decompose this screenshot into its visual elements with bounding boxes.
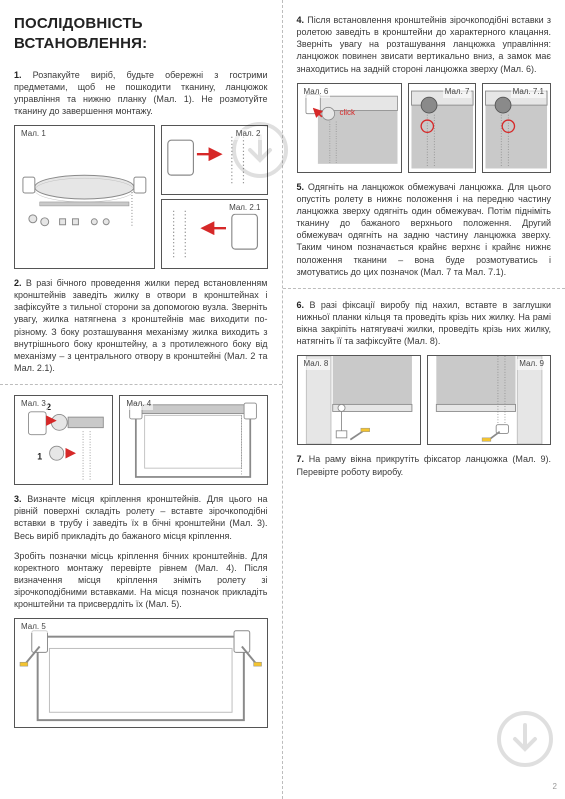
para-7: 7. На раму вікна прикрутіть фіксатор лан… (297, 453, 552, 477)
divider-2 (283, 288, 565, 289)
click-text: click (340, 108, 356, 119)
fig-4: Мал. 4 (119, 395, 267, 485)
figrow-8-9: Мал. 8 Мал. 9 (297, 355, 552, 445)
para-1: 1. Розпакуйте виріб, будьте обережні з г… (14, 69, 268, 118)
fig-21-label: Мал. 2.1 (227, 203, 262, 214)
para-2-num: 2. (14, 278, 22, 288)
fig-3: Мал. 3 2 1 (14, 395, 113, 485)
fig-1-label: Мал. 1 (19, 129, 48, 140)
para-2: 2. В разі бічного проведення жилки перед… (14, 277, 268, 374)
para-7-num: 7. (297, 454, 305, 464)
fig-6-label: Мал. 6 (302, 87, 331, 98)
fig-21: Мал. 2.1 (161, 199, 268, 269)
fig-1: Мал. 1 (14, 125, 155, 269)
fig-9: Мал. 9 (427, 355, 551, 445)
para-3b: Зробіть позначки місць кріплення бічних … (14, 550, 268, 611)
fig-2-label: Мал. 2 (234, 129, 263, 140)
para-3a-num: 3. (14, 494, 22, 504)
fig-4-label: Мал. 4 (124, 399, 153, 410)
fig-6: Мал. 6 click (297, 83, 402, 173)
divider-1 (0, 384, 282, 385)
figrow-5: Мал. 5 (14, 618, 268, 728)
figrow-6-7: Мал. 6 click Мал. 7 (297, 83, 552, 173)
page-number: 2 (553, 782, 557, 793)
fig-2: Мал. 2 (161, 125, 268, 195)
fig-9-label: Мал. 9 (517, 359, 546, 370)
para-4-num: 4. (297, 15, 305, 25)
para-4-text: Після встановлення кронштейнів зірочкопо… (297, 15, 552, 74)
svg-text:1: 1 (37, 452, 42, 462)
fig-3-label: Мал. 3 (19, 399, 48, 410)
fig-8-label: Мал. 8 (302, 359, 331, 370)
para-7-text: На раму вікна прикрутіть фіксатор ланцюж… (297, 454, 552, 476)
fig-8: Мал. 8 (297, 355, 421, 445)
fig-7: Мал. 7 (408, 83, 477, 173)
left-column: ПОСЛІДОВНІСТЬ ВСТАНОВЛЕННЯ: 1. Розпакуйт… (0, 0, 283, 799)
figrow-3-4: Мал. 3 2 1 Мал. 4 (14, 395, 268, 485)
para-1-num: 1. (14, 70, 22, 80)
figrow-1-2: Мал. 1 Мал. 2 (14, 125, 268, 269)
para-6: 6. В разі фіксації виробу під нахил, вст… (297, 299, 552, 348)
fig-2-stack: Мал. 2 Мал. 2.1 (161, 125, 268, 269)
fig-5: Мал. 5 (14, 618, 268, 728)
fig-71: Мал. 7.1 (482, 83, 551, 173)
fig-7-label: Мал. 7 (443, 87, 472, 98)
para-2-text: В разі бічного проведення жилки перед вс… (14, 278, 268, 373)
para-5-num: 5. (297, 182, 305, 192)
fig-71-label: Мал. 7.1 (511, 87, 546, 98)
para-3a-text: Визначте місця кріплення кронштейнів. Дл… (14, 494, 268, 540)
para-4: 4. Після встановлення кронштейнів зірочк… (297, 14, 552, 75)
para-6-text: В разі фіксації виробу під нахил, вставт… (297, 300, 552, 346)
para-6-num: 6. (297, 300, 305, 310)
fig-5-label: Мал. 5 (19, 622, 48, 633)
page-title: ПОСЛІДОВНІСТЬ ВСТАНОВЛЕННЯ: (14, 14, 268, 55)
para-5: 5. Одягніть на ланцюжок обмежувачі ланцю… (297, 181, 552, 278)
para-5-text: Одягніть на ланцюжок обмежувачі ланцюжка… (297, 182, 552, 277)
watermark-icon (495, 709, 555, 769)
para-3a: 3. Визначте місця кріплення кронштейнів.… (14, 493, 268, 542)
page: ПОСЛІДОВНІСТЬ ВСТАНОВЛЕННЯ: 1. Розпакуйт… (0, 0, 565, 799)
para-1-text: Розпакуйте виріб, будьте обережні з гост… (14, 70, 268, 116)
right-column: 4. Після встановлення кронштейнів зірочк… (283, 0, 565, 799)
